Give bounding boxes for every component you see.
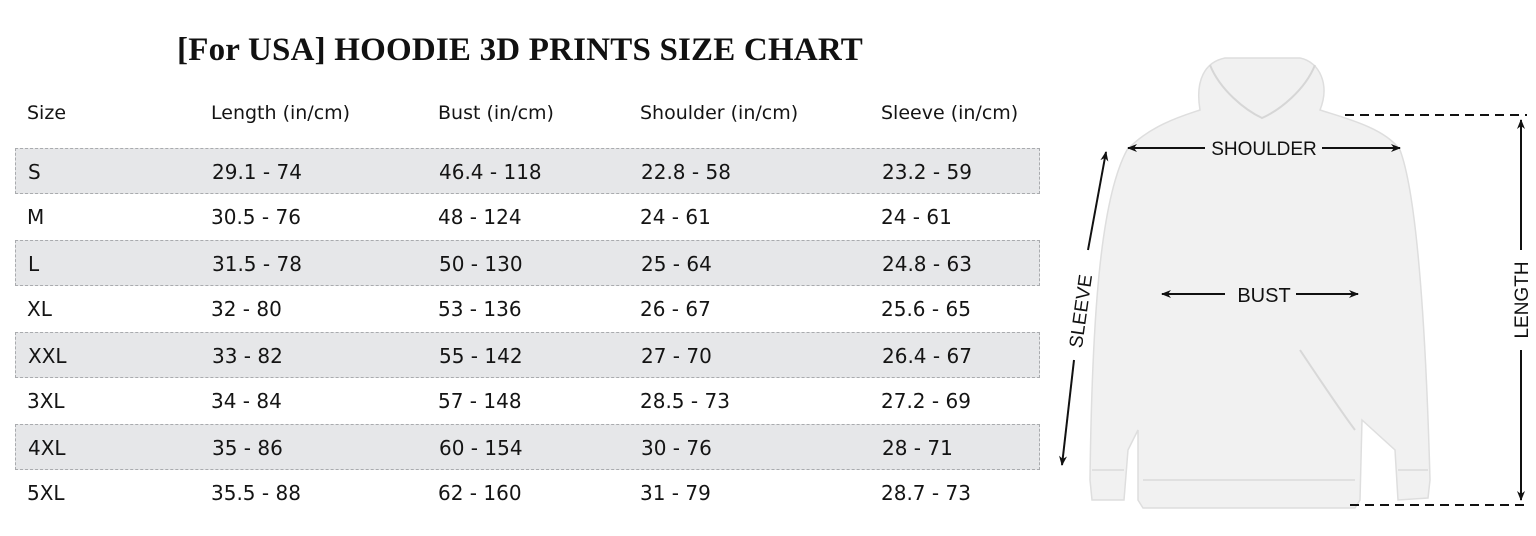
column-header: Shoulder (in/cm) — [640, 102, 799, 124]
table-cell: 35.5 - 88 — [211, 481, 301, 505]
table-cell: 24 - 61 — [640, 205, 711, 229]
sleeve-label: SLEEVE — [1066, 273, 1097, 349]
column-header: Bust (in/cm) — [438, 102, 554, 124]
table-cell: 31 - 79 — [640, 481, 711, 505]
table-cell: 57 - 148 — [438, 389, 522, 413]
table-cell: 25.6 - 65 — [881, 297, 971, 321]
table-row: 4XL 35 - 86 60 - 154 30 - 76 28 - 71 — [15, 424, 1040, 470]
table-cell: 4XL — [28, 436, 66, 460]
table-cell: 50 - 130 — [439, 252, 523, 276]
column-header: Length (in/cm) — [211, 102, 351, 124]
table-cell: 48 - 124 — [438, 205, 522, 229]
table-cell: 26.4 - 67 — [882, 344, 972, 368]
table-cell: 25 - 64 — [641, 252, 712, 276]
table-row: M 30.5 - 76 48 - 124 24 - 61 24 - 61 — [15, 194, 1040, 240]
hoodie-measurement-diagram: SHOULDER BUST SLEEVE LENGTH — [1059, 57, 1533, 509]
table-cell: L — [28, 252, 40, 276]
table-cell: 23.2 - 59 — [882, 160, 972, 184]
table-row: XXL 33 - 82 55 - 142 27 - 70 26.4 - 67 — [15, 332, 1040, 378]
table-cell: 5XL — [27, 481, 65, 505]
hoodie-illustration — [1089, 57, 1431, 509]
column-header: Size — [27, 102, 67, 124]
bust-label: BUST — [1237, 285, 1290, 307]
table-cell: 26 - 67 — [640, 297, 711, 321]
table-row: L 31.5 - 78 50 - 130 25 - 64 24.8 - 63 — [15, 240, 1040, 286]
table-cell: XL — [27, 297, 52, 321]
page-title: [For USA] HOODIE 3D PRINTS SIZE CHART — [177, 32, 863, 68]
table-cell: 29.1 - 74 — [212, 160, 302, 184]
table-header: Size Length (in/cm) Bust (in/cm) Shoulder (… — [15, 90, 1040, 136]
table-cell: 30 - 76 — [641, 436, 712, 460]
table-cell: 30.5 - 76 — [211, 205, 301, 229]
table-cell: 35 - 86 — [212, 436, 283, 460]
table-cell: 22.8 - 58 — [641, 160, 731, 184]
table-cell: 60 - 154 — [439, 436, 523, 460]
table-cell: 34 - 84 — [211, 389, 282, 413]
table-row: 5XL 35.5 - 88 62 - 160 31 - 79 28.7 - 73 — [15, 470, 1040, 516]
table-row: 3XL 34 - 84 57 - 148 28.5 - 73 27.2 - 69 — [15, 378, 1040, 424]
table-cell: 28 - 71 — [882, 436, 953, 460]
table-cell: 24 - 61 — [881, 205, 952, 229]
table-cell: M — [27, 205, 45, 229]
table-cell: S — [28, 160, 41, 184]
table-cell: 32 - 80 — [211, 297, 282, 321]
table-cell: 3XL — [27, 389, 65, 413]
table-cell: 33 - 82 — [212, 344, 283, 368]
length-label: LENGTH — [1512, 261, 1533, 338]
sleeve-arrow — [1059, 151, 1109, 466]
column-header: Sleeve (in/cm) — [881, 102, 1019, 124]
table-cell: 28.5 - 73 — [640, 389, 730, 413]
table-cell: 55 - 142 — [439, 344, 523, 368]
table-cell: 46.4 - 118 — [439, 160, 542, 184]
table-cell: 24.8 - 63 — [882, 252, 972, 276]
table-cell: 28.7 - 73 — [881, 481, 971, 505]
table-cell: 27 - 70 — [641, 344, 712, 368]
shoulder-label: SHOULDER — [1211, 139, 1317, 160]
table-cell: XXL — [28, 344, 67, 368]
length-guides — [1345, 114, 1527, 506]
table-row: XL 32 - 80 53 - 136 26 - 67 25.6 - 65 — [15, 286, 1040, 332]
table-cell: 31.5 - 78 — [212, 252, 302, 276]
table-cell: 53 - 136 — [438, 297, 522, 321]
table-row: S 29.1 - 74 46.4 - 118 22.8 - 58 23.2 - 59 — [15, 148, 1040, 194]
table-cell: 27.2 - 69 — [881, 389, 971, 413]
table-cell: 62 - 160 — [438, 481, 522, 505]
